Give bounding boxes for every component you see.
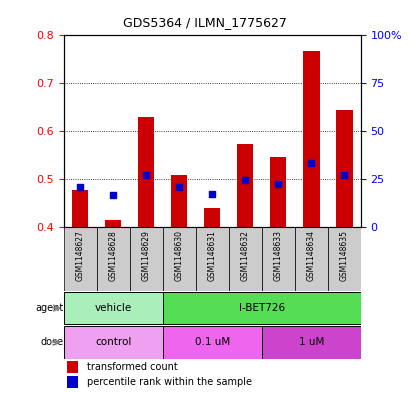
Bar xyxy=(195,227,228,291)
Text: GSM1148630: GSM1148630 xyxy=(174,230,183,281)
Bar xyxy=(261,326,360,358)
Bar xyxy=(97,227,129,291)
Bar xyxy=(294,227,327,291)
Bar xyxy=(63,326,162,358)
Point xyxy=(274,181,281,187)
Bar xyxy=(129,227,162,291)
Bar xyxy=(327,227,360,291)
Bar xyxy=(171,175,187,227)
Point xyxy=(110,191,116,198)
Point xyxy=(307,160,314,166)
Point xyxy=(340,172,347,178)
Bar xyxy=(236,144,253,227)
Text: GSM1148632: GSM1148632 xyxy=(240,230,249,281)
Text: GSM1148635: GSM1148635 xyxy=(339,230,348,281)
Point xyxy=(76,184,83,190)
Text: dose: dose xyxy=(40,337,63,347)
Text: GSM1148627: GSM1148627 xyxy=(75,230,84,281)
Bar xyxy=(228,227,261,291)
Bar xyxy=(105,220,121,227)
Text: GDS5364 / ILMN_1775627: GDS5364 / ILMN_1775627 xyxy=(123,16,286,29)
Text: GSM1148631: GSM1148631 xyxy=(207,230,216,281)
Text: control: control xyxy=(94,337,131,347)
Point xyxy=(208,191,215,197)
Text: GSM1148628: GSM1148628 xyxy=(108,230,117,281)
Bar xyxy=(63,227,97,291)
Point xyxy=(241,177,248,183)
Bar xyxy=(162,326,261,358)
Text: vehicle: vehicle xyxy=(94,303,131,313)
Bar xyxy=(261,227,294,291)
Bar xyxy=(269,157,286,227)
Text: GSM1148633: GSM1148633 xyxy=(273,230,282,281)
Point xyxy=(142,172,149,178)
Text: percentile rank within the sample: percentile rank within the sample xyxy=(87,377,252,387)
Bar xyxy=(63,292,162,325)
Text: transformed count: transformed count xyxy=(87,362,178,372)
Point xyxy=(175,184,182,190)
Bar xyxy=(335,110,352,227)
Bar xyxy=(137,117,154,227)
Bar xyxy=(203,208,220,227)
Bar xyxy=(66,376,78,387)
Bar xyxy=(302,51,319,227)
Text: agent: agent xyxy=(35,303,63,313)
Text: GSM1148629: GSM1148629 xyxy=(141,230,150,281)
Bar xyxy=(66,361,78,373)
Text: 1 uM: 1 uM xyxy=(298,337,323,347)
Text: I-BET726: I-BET726 xyxy=(238,303,284,313)
Bar xyxy=(72,190,88,227)
Text: 0.1 uM: 0.1 uM xyxy=(194,337,229,347)
Bar xyxy=(162,227,195,291)
Text: GSM1148634: GSM1148634 xyxy=(306,230,315,281)
Bar xyxy=(162,292,360,325)
